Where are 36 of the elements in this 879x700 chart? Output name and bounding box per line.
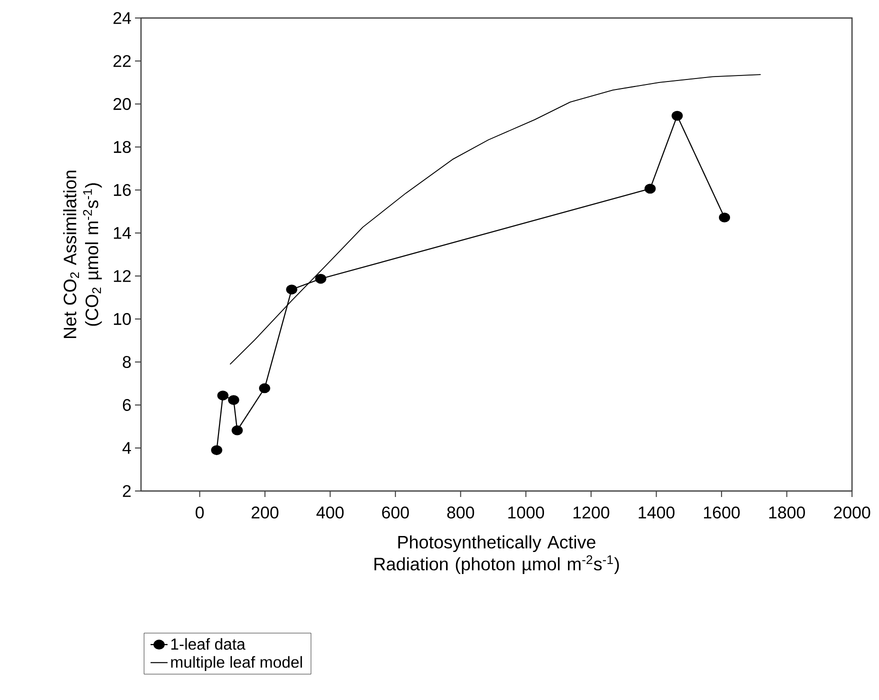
point (718, 212, 730, 222)
point (211, 445, 222, 456)
x-tick-label: 400 (316, 506, 344, 519)
point (228, 395, 240, 405)
x-tick-label: 1400 (638, 506, 674, 519)
x-tick-label: 1800 (769, 506, 805, 519)
y-tick-label: 10 (114, 312, 131, 325)
point (315, 274, 326, 284)
x-tick-label: 1600 (704, 506, 740, 519)
y-tick-label: 14 (114, 227, 131, 239)
point (259, 383, 270, 394)
x-tick-label: 600 (382, 506, 409, 519)
y-tick-label: 4 (122, 442, 131, 454)
y-tick-label: 8 (122, 356, 131, 368)
x-axis-title: Photosynthetically Active Radiation (photon µmol m$^{-2}$s$^{-1}$) (374, 535, 619, 574)
x-tick-label: 1000 (508, 506, 544, 519)
point (232, 425, 243, 436)
legend-label: 1-leaf data (171, 638, 246, 650)
y-tick-label: 16 (114, 184, 131, 196)
x-tick-label: 1200 (574, 506, 610, 519)
y-tick-label: 18 (114, 140, 131, 153)
point (286, 284, 298, 294)
x-tick-label: 2000 (834, 506, 870, 519)
legend-label: multiple leaf model (171, 656, 302, 671)
y-tick-label: 22 (114, 55, 131, 67)
y-tick-label: 24 (114, 12, 131, 24)
y-tick-label: 2 (122, 485, 131, 497)
x-tick-label: 200 (252, 506, 278, 519)
y-tick-label: 6 (122, 398, 131, 411)
point (672, 110, 683, 121)
point (644, 184, 656, 194)
x-tick-label: 0 (196, 506, 204, 519)
y-tick-label: 20 (114, 98, 131, 110)
point (217, 390, 228, 400)
y-tick-label: 12 (114, 270, 131, 282)
x-tick-label: 800 (447, 506, 474, 519)
